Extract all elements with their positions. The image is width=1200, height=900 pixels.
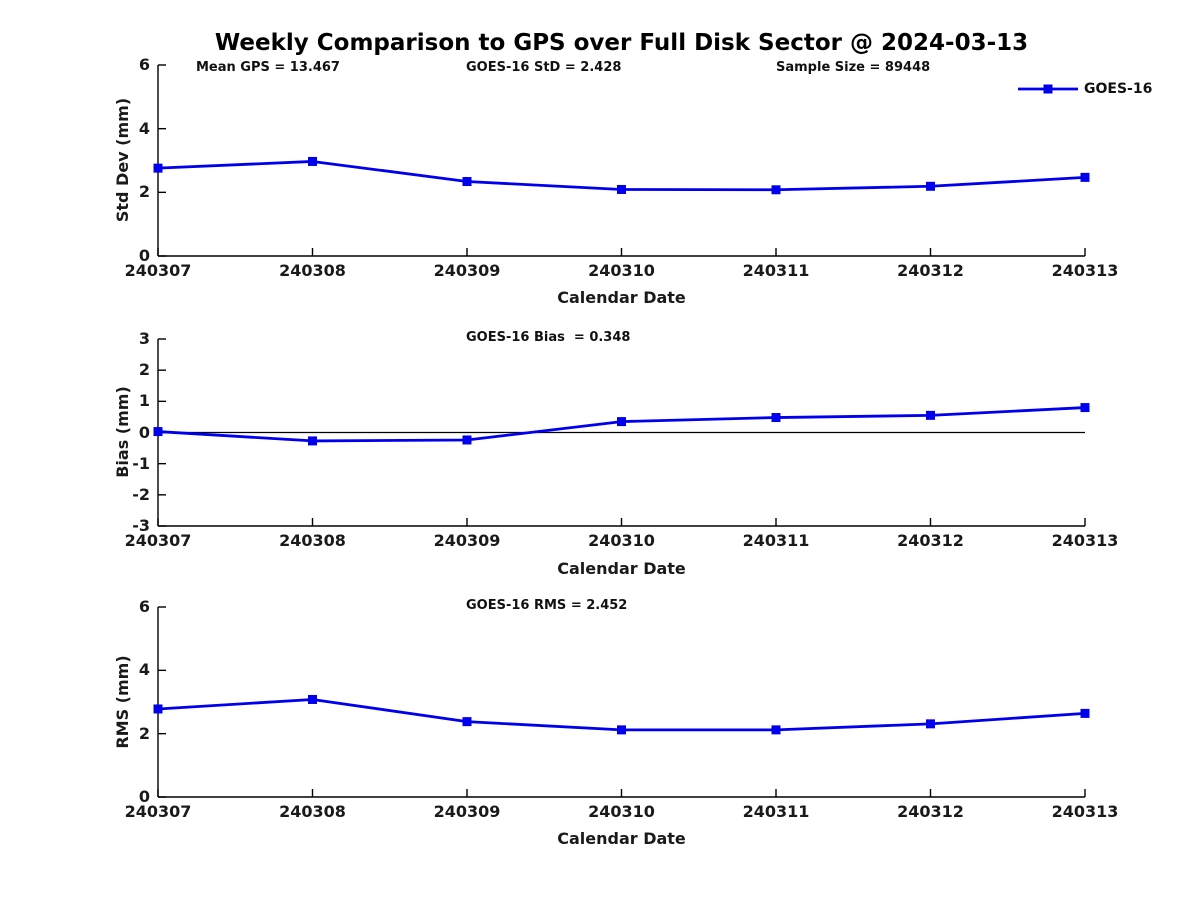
rms-x-tick-label: 240310 [588, 802, 655, 821]
bias-chart [153, 338, 1090, 527]
figure-title: Weekly Comparison to GPS over Full Disk … [214, 30, 1029, 56]
legend-label-goes16: GOES-16 [1084, 81, 1153, 97]
x-axis-label-calendar-date-2: Calendar Date [557, 559, 686, 578]
std-dev-x-tick-label: 240313 [1051, 261, 1119, 280]
bias-data-marker [153, 427, 163, 437]
bias-x-tick-label: 240312 [897, 531, 964, 550]
rms-line-series [157, 698, 1086, 732]
rms-x-tick-label: 240307 [124, 802, 192, 821]
annotation-mean-gps: Mean GPS = 13.467 [196, 60, 340, 75]
y-axis-label-std-dev: Std Dev (mm) [113, 97, 132, 223]
bias-data-marker [462, 435, 472, 445]
std-dev-x-tick-label: 240308 [279, 261, 346, 280]
std-dev-y-tick-label: 4 [138, 118, 150, 138]
bias-x-tick-label: 240309 [433, 531, 501, 550]
rms-x-tick-label: 240311 [742, 802, 810, 821]
rms-y-tick-label: 0 [138, 787, 150, 806]
std-dev-x-tick-label: 240311 [742, 261, 810, 280]
bias-data-marker [617, 417, 626, 427]
std-dev-data-marker [771, 185, 781, 195]
rms-x-tick-label: 240309 [433, 802, 501, 821]
bias-x-tick-label: 240307 [124, 531, 192, 550]
std-dev-data-marker [617, 184, 626, 194]
std-dev-chart [153, 64, 1090, 257]
std-dev-x-tick-label: 240310 [588, 261, 655, 280]
std-dev-data-marker [153, 163, 163, 173]
bias-data-marker [308, 436, 317, 446]
bias-data-marker [771, 413, 781, 423]
rms-y-tick-label: 6 [138, 597, 150, 616]
bias-y-tick-label: -2 [132, 484, 150, 504]
x-axis-label-calendar-date-3: Calendar Date [557, 829, 686, 848]
rms-data-marker [771, 725, 781, 735]
rms-chart [153, 606, 1090, 798]
bias-data-marker [926, 410, 935, 420]
rms-y-tick-label: 4 [138, 660, 150, 680]
bias-y-tick-label: 1 [138, 391, 150, 411]
rms-data-marker [617, 725, 626, 735]
annotation-goes16-bias: GOES-16 Bias = 0.348 [466, 330, 631, 345]
bias-y-tick-label: 0 [138, 422, 150, 442]
rms-x-tick-label: 240312 [897, 802, 964, 821]
bias-x-tick-label: 240308 [279, 531, 346, 550]
std-dev-y-tick-label: 0 [138, 246, 150, 265]
std-dev-y-tick-label: 2 [138, 182, 150, 202]
bias-y-tick-label: -1 [132, 453, 150, 473]
annotation-goes16-rms: GOES-16 RMS = 2.452 [466, 598, 628, 613]
std-dev-x-tick-label: 240309 [433, 261, 501, 280]
y-axis-label-rms: RMS (mm) [113, 655, 132, 749]
bias-y-tick-label: 2 [138, 360, 150, 380]
x-axis-label-calendar-date-1: Calendar Date [557, 288, 686, 307]
std-dev-x-tick-label: 240312 [897, 261, 964, 280]
std-dev-x-tick-label: 240307 [124, 261, 192, 280]
bias-x-tick-label: 240311 [742, 531, 810, 550]
bias-y-tick-label: 3 [138, 329, 150, 348]
y-axis-label-bias: Bias (mm) [113, 386, 132, 478]
rms-data-marker [926, 719, 935, 729]
legend-marker-sample [1043, 84, 1053, 94]
rms-data-marker [153, 704, 163, 714]
std-dev-y-tick-label: 6 [138, 55, 150, 74]
rms-data-marker [308, 694, 317, 704]
rms-data-marker [1080, 708, 1090, 718]
bias-x-tick-label: 240310 [588, 531, 655, 550]
rms-y-tick-label: 2 [138, 723, 150, 743]
legend [1018, 84, 1078, 94]
bias-data-marker [1080, 403, 1090, 413]
rms-x-tick-label: 240308 [279, 802, 346, 821]
annotation-sample-size: Sample Size = 89448 [776, 60, 931, 75]
std-dev-data-marker [926, 181, 935, 191]
rms-x-tick-label: 240313 [1051, 802, 1119, 821]
std-dev-data-marker [462, 177, 472, 187]
std-dev-data-marker [308, 156, 317, 166]
rms-data-marker [462, 717, 472, 727]
annotation-goes16-std: GOES-16 StD = 2.428 [466, 60, 622, 75]
std-dev-data-marker [1080, 172, 1090, 182]
bias-y-tick-label: -3 [132, 516, 150, 535]
bias-x-tick-label: 240313 [1051, 531, 1119, 550]
